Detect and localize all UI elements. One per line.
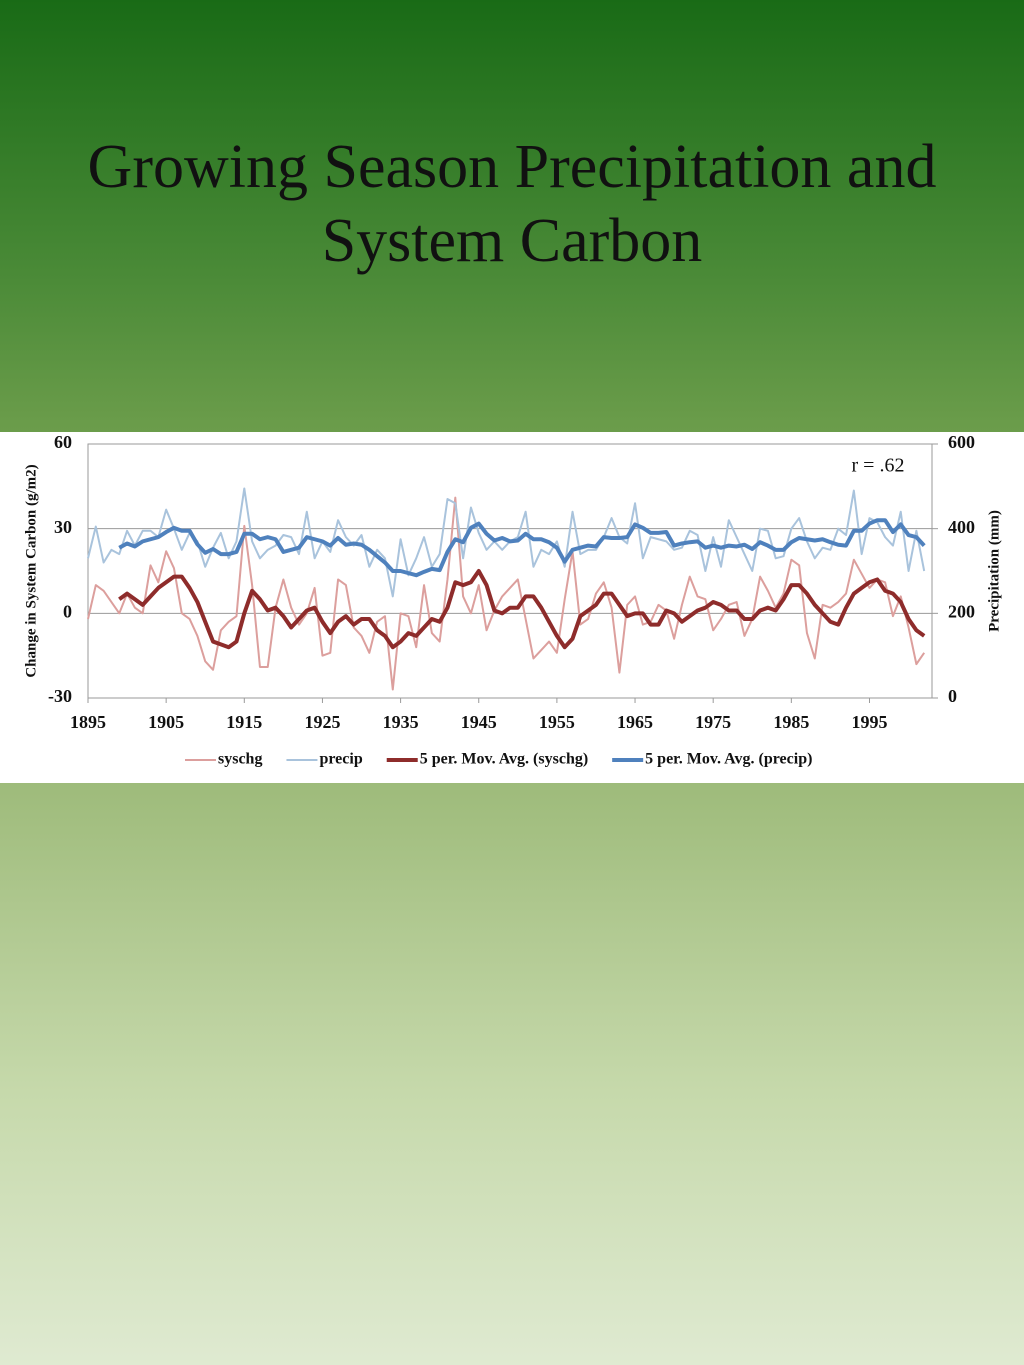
- y-tick-label: 0: [63, 601, 72, 621]
- legend-label: 5 per. Mov. Avg. (precip): [645, 751, 812, 768]
- series-line: [118, 569, 926, 650]
- x-tick-label: 1945: [461, 712, 497, 732]
- y-tick-label: -30: [48, 686, 72, 706]
- slide-title: Growing Season Precipitation and System …: [87, 133, 937, 275]
- x-tick-label: 1935: [383, 712, 419, 732]
- legend-label: syschg: [218, 751, 262, 768]
- legend-label: 5 per. Mov. Avg. (syschg): [420, 751, 588, 768]
- y-tick-label: 30: [54, 517, 72, 537]
- x-tick-label: 1925: [304, 712, 340, 732]
- x-tick-label: 1955: [539, 712, 575, 732]
- y2-tick-label: 400: [948, 517, 975, 537]
- y2-tick-label: 0: [948, 686, 957, 706]
- y2-axis-title: Precipitation (mm): [986, 510, 1002, 632]
- y-axis-title: Change in System Carbon (g/m2): [23, 464, 39, 677]
- y2-tick-label: 600: [948, 432, 975, 452]
- y2-tick-label: 200: [948, 601, 975, 621]
- x-tick-label: 1985: [773, 712, 809, 732]
- series-line: [118, 518, 926, 578]
- x-tick-label: 1965: [617, 712, 653, 732]
- legend-label: precip: [319, 751, 362, 768]
- annotation: r = .62: [852, 455, 905, 477]
- x-tick-label: 1915: [226, 712, 262, 732]
- x-tick-label: 1895: [70, 712, 106, 732]
- x-tick-label: 1995: [851, 712, 887, 732]
- y-tick-label: 60: [54, 432, 72, 452]
- series-line: [87, 496, 926, 691]
- x-tick-label: 1975: [695, 712, 731, 732]
- x-tick-label: 1905: [148, 712, 184, 732]
